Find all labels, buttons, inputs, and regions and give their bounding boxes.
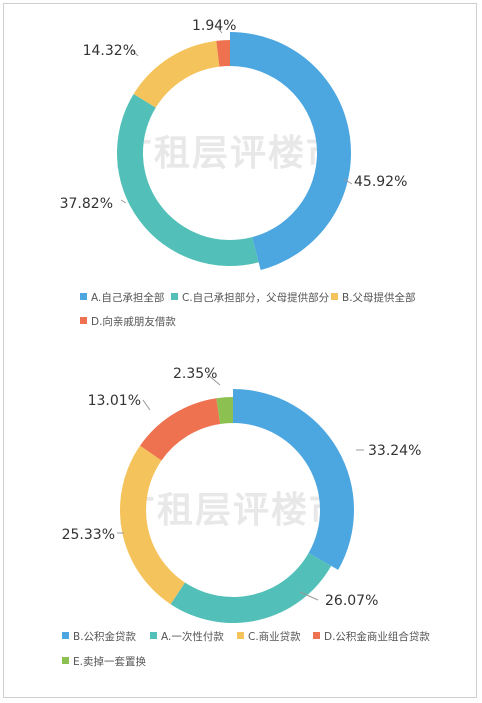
legend-label: B.公积金贷款 xyxy=(73,630,137,643)
legend-label: C.商业贷款 xyxy=(248,630,301,643)
data-label: 25.33% xyxy=(62,527,115,543)
donut-slice xyxy=(233,389,355,570)
donut-slice xyxy=(170,553,332,623)
legend-swatch xyxy=(150,632,157,639)
legend-swatch xyxy=(80,317,87,324)
legend-label: B.父母提供全部 xyxy=(342,291,416,304)
watermark-text: 广租层评楼市 xyxy=(119,489,347,531)
legend-label: E.卖掉一套置换 xyxy=(73,655,146,668)
legend-swatch xyxy=(331,293,338,300)
leader-line xyxy=(142,399,151,411)
leader-line xyxy=(206,373,221,386)
donut-slice xyxy=(117,94,259,266)
donut-slice xyxy=(119,445,185,605)
legend-label: D.公积金商业组合贷款 xyxy=(324,630,430,643)
data-label: 13.01% xyxy=(88,393,141,409)
leader-line xyxy=(120,199,127,204)
donut-chart-1: 广租层评楼市 45.92% 37.82% 14.32% 1.94% A.自己承担全部 C.自… xyxy=(60,18,416,328)
legend-swatch xyxy=(62,632,69,639)
data-label: 1.94% xyxy=(192,18,236,34)
figure-frame xyxy=(3,3,477,698)
data-label: 26.07% xyxy=(325,593,378,609)
leader-line xyxy=(217,27,223,34)
data-label: 45.92% xyxy=(354,174,407,190)
legend-label: A.一次性付款 xyxy=(161,630,224,643)
legend-swatch xyxy=(237,632,244,639)
data-label: 14.32% xyxy=(83,43,136,59)
legend-label: C.自己承担部分，父母提供部分 xyxy=(182,291,330,304)
legend-swatch xyxy=(80,293,87,300)
donut-slice xyxy=(140,398,221,461)
leader-line xyxy=(343,178,353,185)
data-label: 33.24% xyxy=(368,443,421,459)
legend-label: D.向亲戚朋友借款 xyxy=(91,315,176,328)
donut-chart-2: 广租层评楼市 33.24% 26.07% 25.33% 13.01% 2.35% B.公积金… xyxy=(62,366,431,668)
legend-swatch xyxy=(313,632,320,639)
donut-slice xyxy=(216,397,233,424)
data-label: 37.82% xyxy=(60,196,113,212)
donut-slice xyxy=(230,32,351,271)
leader-line xyxy=(299,591,319,601)
donut-slice xyxy=(133,40,220,108)
leader-line xyxy=(131,49,139,57)
legend-swatch xyxy=(171,293,178,300)
donut-slice xyxy=(216,40,230,67)
watermark-text: 广租层评楼市 xyxy=(116,132,344,174)
legend-swatch xyxy=(62,657,69,664)
legend-label: A.自己承担全部 xyxy=(91,291,164,304)
data-label: 2.35% xyxy=(173,366,217,382)
